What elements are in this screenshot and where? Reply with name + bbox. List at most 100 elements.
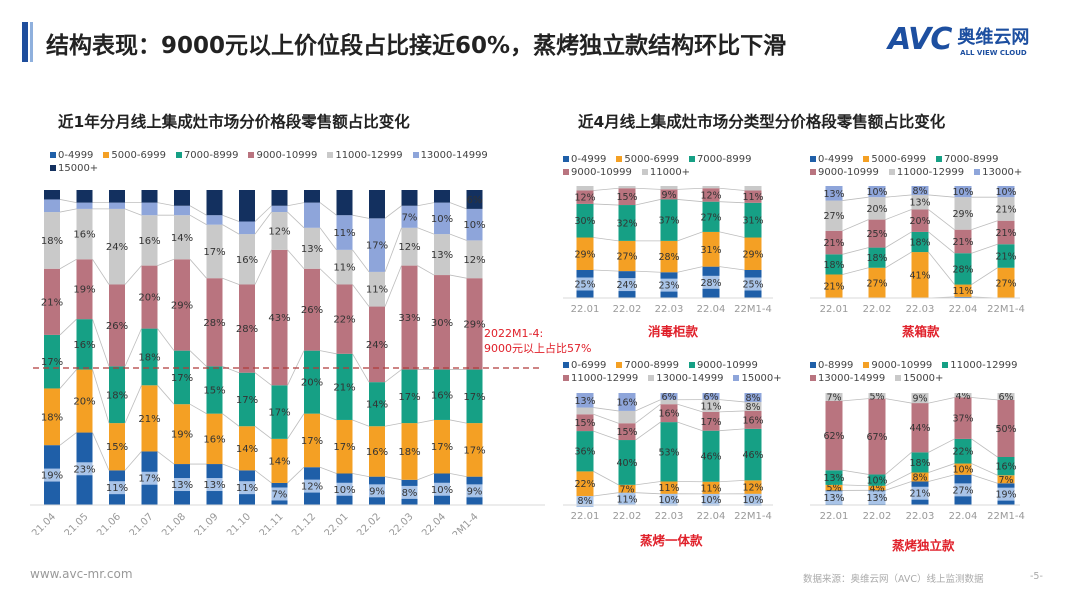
data-label: 29% [171, 300, 193, 311]
bar-segment [702, 399, 720, 412]
label-box [141, 471, 158, 485]
data-label: 8% [745, 393, 760, 404]
connector-line [593, 430, 619, 441]
bar-segment [618, 484, 636, 493]
x-tick-label: 21.04 [30, 511, 58, 535]
bar-segment [911, 252, 929, 298]
connector-line [124, 208, 142, 216]
data-label: 31% [700, 245, 721, 256]
connector-line [449, 419, 467, 424]
legend-item: 7000-8999 [935, 154, 998, 165]
bar-segment [174, 350, 190, 405]
x-tick-label: 22.03 [388, 511, 416, 535]
bar-segment [109, 366, 125, 424]
data-label: 15% [616, 427, 637, 438]
data-label: 43% [268, 313, 290, 324]
bar-segment [239, 426, 255, 471]
bar-segment [44, 334, 60, 389]
data-label: 21% [333, 382, 355, 393]
label-box [825, 491, 843, 505]
legend-label: 11000+ [649, 167, 691, 178]
connector-line [842, 267, 869, 275]
data-label: 16% [73, 340, 95, 351]
bar-segment [271, 385, 288, 439]
data-label: 10% [952, 465, 973, 476]
legend-item: 5000-6999 [863, 154, 926, 165]
connector-line [287, 211, 305, 229]
bar-segment [825, 400, 843, 471]
bar-segment [954, 284, 972, 297]
bar-segment [271, 205, 288, 213]
connector-line [928, 251, 955, 285]
data-label: 21% [952, 237, 973, 248]
data-label: 21% [995, 204, 1016, 215]
label-box [271, 487, 288, 501]
data-label: 28% [952, 264, 973, 275]
connector-line [971, 220, 998, 231]
legend-swatch [733, 375, 740, 381]
data-label: 17% [398, 392, 420, 403]
caption-steam-oven-combo: 蒸烤一体款 [640, 533, 703, 548]
bar-segment [660, 481, 678, 494]
label-box [868, 491, 886, 505]
connector-line [928, 231, 955, 254]
legend-swatch [863, 362, 870, 368]
legend-label: 9000-10999 [696, 360, 758, 371]
data-label: 7% [998, 475, 1013, 486]
data-label: 10% [952, 187, 973, 198]
bar-segment [466, 208, 483, 241]
footer-url[interactable]: www.avc-mr.com [30, 567, 133, 581]
data-label: 12% [742, 483, 763, 494]
legend-item: 9000-10999 [810, 167, 879, 178]
bar-segment [868, 474, 886, 486]
bar-segment [304, 227, 320, 269]
bar-segment [76, 190, 93, 203]
bar-segment [401, 190, 418, 206]
legend-item: 9000-10999 [563, 167, 632, 178]
bar-segment [954, 438, 972, 464]
connector-line [59, 369, 77, 389]
bar-segment [825, 254, 843, 275]
connector-line [719, 399, 745, 403]
x-tick-label: 21.12 [290, 511, 318, 535]
bar-segment [660, 240, 678, 273]
bar-segment [109, 284, 125, 367]
x-tick-label: 22.02 [355, 511, 383, 535]
data-label: 28% [236, 324, 258, 335]
bar-segment [825, 186, 843, 201]
x-tick-label: 21.07 [128, 511, 156, 535]
connector-line [593, 413, 619, 424]
legend-item: 11000-12999 [942, 360, 1018, 371]
data-label: 20% [138, 293, 160, 304]
label-box [744, 492, 762, 506]
data-label: 13% [171, 480, 193, 491]
label-box [660, 492, 678, 506]
bar-segment [744, 393, 762, 402]
data-label: 15% [203, 386, 225, 397]
data-label: 20% [909, 216, 930, 227]
connector-line [319, 268, 337, 285]
data-label: 16% [995, 462, 1016, 473]
legend-swatch [942, 362, 949, 368]
data-label: 12% [301, 482, 323, 493]
bar-segment [702, 411, 720, 431]
connector-line [885, 251, 912, 269]
legend-label: 9000-10999 [256, 150, 318, 161]
x-tick-label: 21.06 [95, 511, 123, 535]
bar-segment [702, 481, 720, 494]
bar-segment [369, 306, 385, 383]
connector-line [92, 319, 110, 367]
data-label: 23% [73, 464, 95, 475]
data-label: 21% [995, 228, 1016, 239]
bar-segment [174, 205, 190, 216]
bar-segment [206, 278, 223, 367]
bar-segment [911, 186, 929, 195]
connector-line [157, 258, 175, 266]
legend-swatch [50, 165, 56, 171]
connector-line [417, 265, 435, 276]
legend-item: 0-8999 [810, 360, 853, 371]
connector-line [124, 265, 142, 285]
data-label: 10% [431, 214, 453, 225]
connector-line [719, 266, 745, 271]
bar-segment [868, 186, 886, 198]
